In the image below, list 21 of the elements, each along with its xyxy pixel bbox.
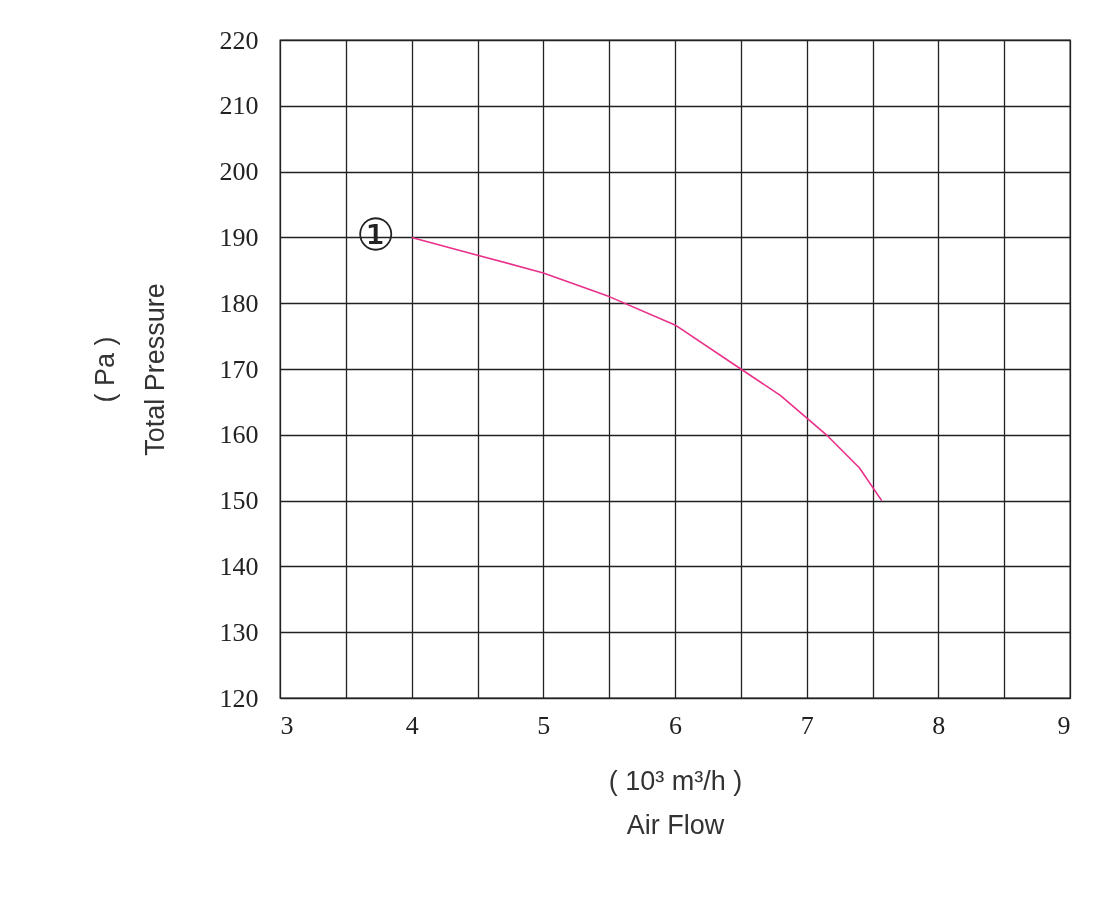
y-axis-title: ( Pa ) Total Pressure: [89, 283, 170, 456]
y-tick-label: 180: [219, 288, 259, 318]
y-tick-label: 140: [219, 551, 259, 581]
y-tick-label: 130: [219, 617, 259, 647]
y-tick-label: 150: [219, 486, 259, 516]
y-tick-label: 120: [219, 683, 259, 713]
y-tick-label: 160: [219, 420, 259, 450]
x-tick-label: 6: [669, 710, 682, 740]
y-tick-label: 200: [219, 157, 259, 187]
x-tick-label: 3: [280, 710, 294, 740]
x-tick-label: 9: [1057, 710, 1071, 740]
x-tick-label: 7: [800, 710, 814, 740]
y-tick-label: 190: [219, 222, 259, 252]
y-tick-label: 220: [219, 25, 259, 55]
x-axis-title: ( 10³ m³/h ) Air Flow: [608, 765, 743, 840]
x-tick-label: 5: [537, 710, 551, 740]
line-series: [410, 236, 883, 502]
x-tick-label: 8: [932, 710, 946, 740]
x-tick-label: 4: [405, 710, 419, 740]
y-tick-label: 170: [219, 354, 259, 384]
y-tick-label: 210: [219, 91, 259, 121]
